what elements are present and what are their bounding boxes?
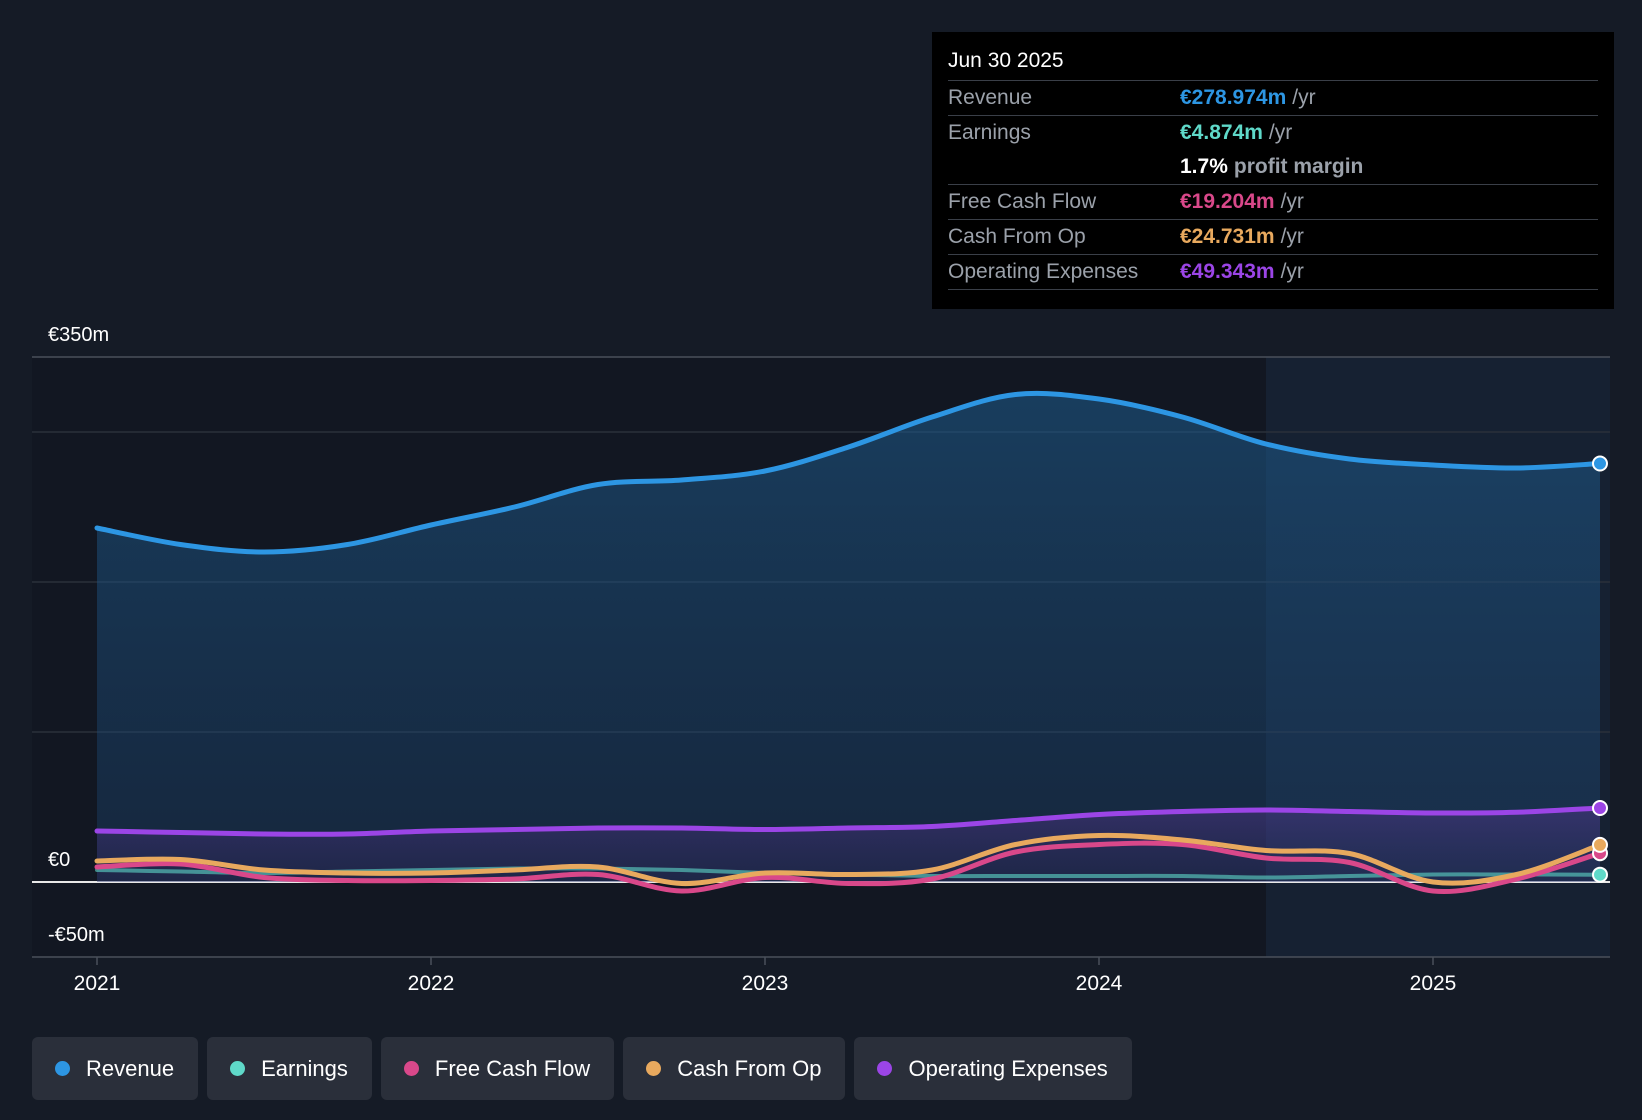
legend-label: Cash From Op — [677, 1055, 822, 1081]
tooltip-row-free-cash-flow: Free Cash Flow €19.204m /yr — [948, 185, 1598, 220]
legend: Revenue Earnings Free Cash Flow Cash Fro… — [32, 1037, 1141, 1100]
tooltip-label: Operating Expenses — [948, 260, 1139, 283]
tooltip-row-cash-from-op: Cash From Op €24.731m /yr — [948, 220, 1598, 255]
x-tick-label: 2023 — [742, 972, 789, 995]
legend-label: Earnings — [261, 1055, 348, 1081]
free-cash-flow-line — [94, 840, 1603, 895]
tooltip-unit: profit margin — [1233, 155, 1364, 178]
tooltip-value: €4.874m — [1180, 121, 1263, 144]
legend-label: Free Cash Flow — [434, 1055, 591, 1081]
legend-dot-icon — [877, 1061, 893, 1076]
operating-expenses-end-point — [1592, 799, 1608, 816]
earnings-end-point — [1592, 866, 1608, 883]
tooltip-panel: Jun 30 2025 Revenue €278.974m /yr Earnin… — [932, 32, 1614, 309]
tooltip-label: Free Cash Flow — [948, 190, 1097, 213]
legend-dot-icon — [646, 1061, 662, 1076]
tooltip-date: Jun 30 2025 — [948, 46, 1598, 81]
y-tick-label: €0 — [48, 849, 70, 871]
tooltip-unit: /yr — [1292, 86, 1316, 109]
x-tick-label: 2021 — [74, 972, 121, 995]
tooltip-value: €19.204m — [1180, 190, 1275, 213]
revenue-end-point — [1592, 455, 1608, 472]
operating-expenses-line — [94, 805, 1603, 837]
y-tick-label: €350m — [48, 324, 109, 346]
tooltip-unit: /yr — [1280, 225, 1304, 248]
x-tick-label: 2024 — [1076, 972, 1123, 995]
x-tick-label: 2025 — [1410, 972, 1457, 995]
tooltip-label: Cash From Op — [948, 225, 1086, 248]
tooltip-row-profit-margin: 1.7% profit margin — [948, 150, 1598, 185]
legend-dot-icon — [55, 1061, 70, 1076]
tooltip-label: Revenue — [948, 86, 1033, 109]
legend-label: Revenue — [86, 1055, 175, 1081]
tooltip-value: 1.7% — [1180, 155, 1228, 178]
tooltip-label — [948, 150, 1180, 184]
cash-from-op-end-point — [1592, 836, 1608, 853]
tooltip-value: €24.731m — [1180, 225, 1275, 248]
legend-dot-icon — [230, 1061, 246, 1076]
y-tick-label: -€50m — [48, 924, 105, 946]
tooltip-unit: /yr — [1280, 190, 1304, 213]
tooltip-row-revenue: Revenue €278.974m /yr — [948, 81, 1598, 116]
legend-item-revenue[interactable]: Revenue — [32, 1037, 199, 1100]
legend-label: Operating Expenses — [908, 1055, 1108, 1081]
tooltip-row-operating-expenses: Operating Expenses €49.343m /yr — [948, 255, 1598, 290]
legend-item-operating-expenses[interactable]: Operating Expenses — [854, 1037, 1132, 1100]
operating-expenses-area — [97, 807, 1600, 882]
tooltip-row-earnings: Earnings €4.874m /yr — [948, 116, 1598, 150]
tooltip-value: €278.974m — [1180, 86, 1287, 109]
revenue-area — [97, 393, 1600, 882]
tooltip-value: €49.343m — [1180, 260, 1275, 283]
cash-from-op-line — [94, 832, 1603, 887]
revenue-line — [94, 390, 1603, 555]
tooltip-label: Earnings — [948, 121, 1031, 144]
legend-item-earnings[interactable]: Earnings — [207, 1037, 372, 1100]
legend-item-cash-from-op[interactable]: Cash From Op — [623, 1037, 846, 1100]
x-tick-label: 2022 — [408, 972, 455, 995]
legend-dot-icon — [403, 1061, 419, 1076]
tooltip-unit: /yr — [1280, 260, 1304, 283]
legend-item-free-cash-flow[interactable]: Free Cash Flow — [380, 1037, 615, 1100]
tooltip-unit: /yr — [1268, 121, 1293, 144]
